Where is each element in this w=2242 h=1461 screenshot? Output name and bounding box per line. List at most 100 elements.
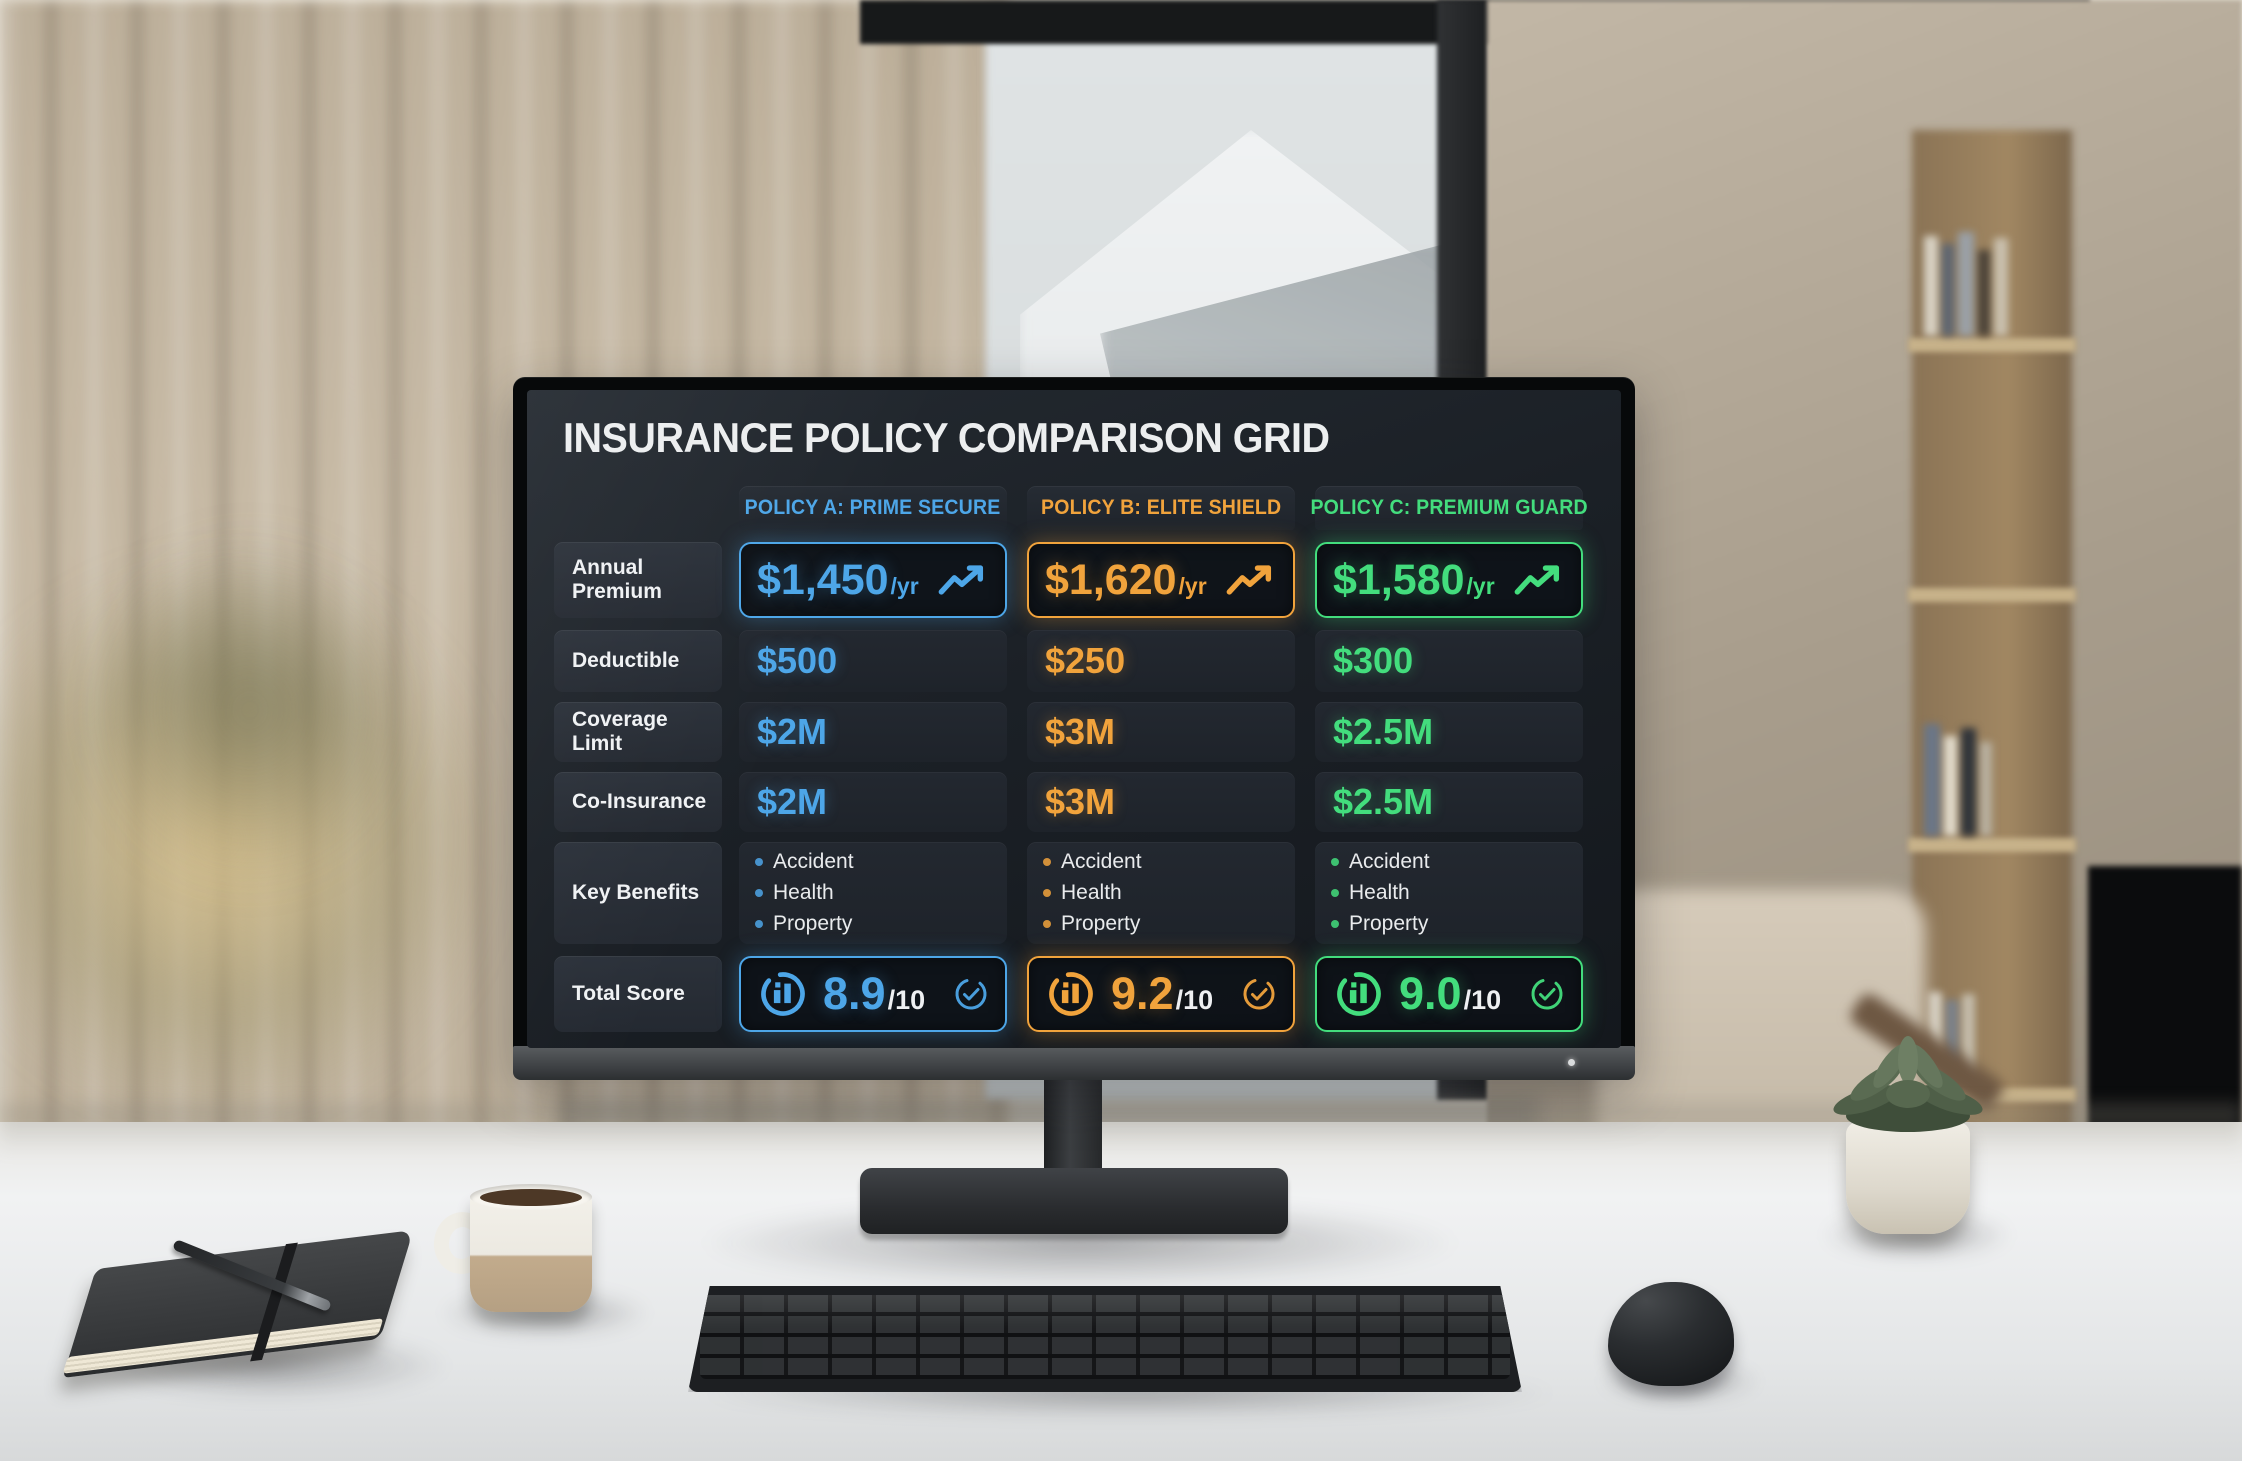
score-denominator: /10 xyxy=(1463,984,1502,1015)
premium-card-policy-a[interactable]: $1,450 /yr xyxy=(739,542,1007,618)
cell-value: $250 xyxy=(1045,640,1126,681)
bullet-icon xyxy=(1331,920,1339,928)
row-label-annual-premium: Annual Premium xyxy=(554,542,722,618)
shelf-board xyxy=(1908,588,2076,602)
bullet-icon xyxy=(1043,858,1051,866)
score-badge-icon xyxy=(1337,972,1381,1016)
benefit-label: Health xyxy=(773,881,834,904)
benefit-label: Health xyxy=(1349,881,1410,904)
row-label-co-insurance: Co-Insurance xyxy=(554,772,722,832)
monitor-stand-neck xyxy=(1044,1080,1102,1180)
trend-up-icon xyxy=(1514,565,1560,595)
monitor-chin xyxy=(513,1046,1635,1080)
benefit-label: Accident xyxy=(1349,850,1430,873)
annual-premium-row: Annual Premium $1,450 /yr $1,620 /yr $1,… xyxy=(527,542,1621,618)
premium-value: $1,580 xyxy=(1333,555,1465,604)
score-value: 8.9 xyxy=(823,968,886,1019)
row-label-coverage-limit: Coverage Limit xyxy=(554,702,722,762)
premium-value: $1,620 xyxy=(1045,555,1177,604)
books xyxy=(1924,228,2008,336)
benefit-label: Property xyxy=(1061,912,1141,935)
shelf-board xyxy=(1908,838,2076,852)
co-insurance-policy-c: $2.5M xyxy=(1315,772,1583,832)
policy-a-header[interactable]: POLICY A: PRIME SECURE xyxy=(739,486,1007,530)
score-card-policy-a[interactable]: 8.9 /10 xyxy=(739,956,1007,1032)
deductible-policy-b: $250 xyxy=(1027,630,1295,692)
keyboard-keys xyxy=(700,1295,1510,1379)
policy-a-name: POLICY A: PRIME SECURE xyxy=(745,496,1001,519)
coffee-mug xyxy=(470,1192,592,1312)
deductible-policy-a: $500 xyxy=(739,630,1007,692)
bullet-icon xyxy=(755,889,763,897)
trend-up-icon xyxy=(1226,565,1272,595)
header-row: POLICY A: PRIME SECURE POLICY B: ELITE S… xyxy=(527,486,1621,530)
benefits-policy-a: Accident Health Property xyxy=(739,842,1007,944)
policy-b-name: POLICY B: ELITE SHIELD xyxy=(1040,496,1282,519)
books xyxy=(1924,718,1992,836)
tree-silhouette xyxy=(40,480,460,940)
bullet-icon xyxy=(1331,889,1339,897)
coverage-policy-c: $2.5M xyxy=(1315,702,1583,762)
premium-card-policy-c[interactable]: $1,580 /yr xyxy=(1315,542,1583,618)
mouse xyxy=(1608,1282,1734,1386)
bullet-icon xyxy=(755,858,763,866)
co-insurance-policy-b: $3M xyxy=(1027,772,1295,832)
score-card-policy-b[interactable]: 9.2 /10 xyxy=(1027,956,1295,1032)
check-circle-icon xyxy=(1531,978,1563,1010)
bullet-icon xyxy=(1043,889,1051,897)
score-denominator: /10 xyxy=(1175,984,1214,1015)
cell-value: $2M xyxy=(757,781,828,822)
bullet-icon xyxy=(1043,920,1051,928)
benefits-policy-c: Accident Health Property xyxy=(1315,842,1583,944)
policy-c-header[interactable]: POLICY C: PREMIUM GUARD xyxy=(1310,486,1588,530)
premium-card-policy-b[interactable]: $1,620 /yr xyxy=(1027,542,1295,618)
benefits-policy-b: Accident Health Property xyxy=(1027,842,1295,944)
comparison-grid-screen: INSURANCE POLICY COMPARISON GRID POLICY … xyxy=(527,390,1621,1048)
cell-value: $2.5M xyxy=(1333,781,1434,822)
cell-value: $2M xyxy=(757,711,828,752)
benefit-label: Accident xyxy=(773,850,854,873)
coverage-limit-row: Coverage Limit $2M $3M $2.5M xyxy=(527,702,1621,762)
page-title: INSURANCE POLICY COMPARISON GRID xyxy=(563,414,1330,461)
benefit-label: Property xyxy=(773,912,853,935)
bullet-icon xyxy=(1331,858,1339,866)
benefit-label: Health xyxy=(1061,881,1122,904)
key-benefits-row: Key Benefits Accident Health Property Ac… xyxy=(527,842,1621,944)
power-led xyxy=(1568,1059,1575,1066)
succulent-plant xyxy=(1833,1036,1983,1132)
score-value: 9.0 xyxy=(1399,968,1462,1019)
check-circle-icon xyxy=(955,978,987,1010)
premium-suffix: /yr xyxy=(890,572,919,599)
coverage-policy-a: $2M xyxy=(739,702,1007,762)
benefit-label: Property xyxy=(1349,912,1429,935)
cell-value: $2.5M xyxy=(1333,711,1434,752)
keyboard xyxy=(688,1286,1522,1392)
monitor-stand-base xyxy=(860,1168,1288,1234)
bullet-icon xyxy=(755,920,763,928)
policy-b-header[interactable]: POLICY B: ELITE SHIELD xyxy=(1027,486,1295,530)
trend-up-icon xyxy=(938,565,984,595)
premium-suffix: /yr xyxy=(1466,572,1495,599)
premium-suffix: /yr xyxy=(1178,572,1207,599)
score-badge-icon xyxy=(761,972,805,1016)
deductible-policy-c: $300 xyxy=(1315,630,1583,692)
policy-c-name: POLICY C: PREMIUM GUARD xyxy=(1310,496,1588,519)
score-card-policy-c[interactable]: 9.0 /10 xyxy=(1315,956,1583,1032)
cell-value: $300 xyxy=(1333,640,1414,681)
coverage-policy-b: $3M xyxy=(1027,702,1295,762)
co-insurance-policy-a: $2M xyxy=(739,772,1007,832)
premium-value: $1,450 xyxy=(757,555,889,604)
shelf-board xyxy=(1908,338,2076,352)
cell-value: $3M xyxy=(1045,781,1116,822)
score-badge-icon xyxy=(1049,972,1093,1016)
check-circle-icon xyxy=(1243,978,1275,1010)
row-label-total-score: Total Score xyxy=(554,956,722,1032)
row-label-key-benefits: Key Benefits xyxy=(554,842,722,944)
total-score-row: Total Score 8.9 /10 9.2 /10 9.0 /10 xyxy=(527,956,1621,1032)
co-insurance-row: Co-Insurance $2M $3M $2.5M xyxy=(527,772,1621,832)
plant-pot xyxy=(1846,1122,1970,1234)
score-denominator: /10 xyxy=(887,984,926,1015)
coffee xyxy=(480,1189,582,1206)
deductible-row: Deductible $500 $250 $300 xyxy=(527,630,1621,692)
